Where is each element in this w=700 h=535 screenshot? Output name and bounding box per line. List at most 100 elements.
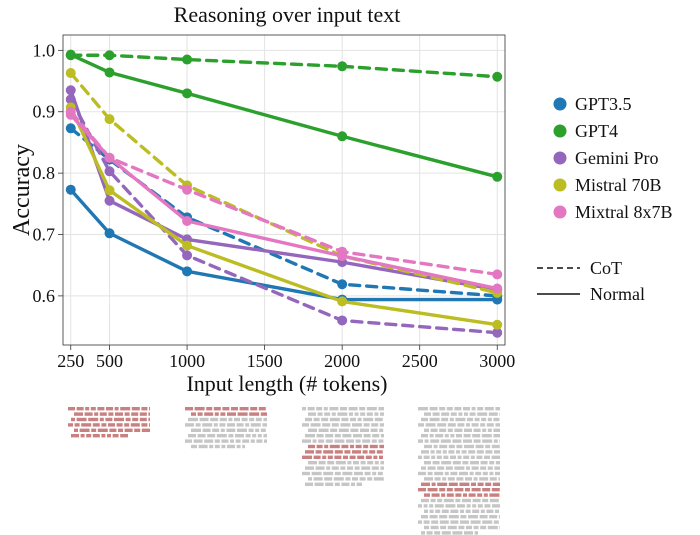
token-mark	[429, 434, 434, 438]
token-mark	[448, 482, 458, 486]
token-mark	[88, 417, 99, 422]
token-mark	[92, 423, 100, 427]
token-mark	[369, 450, 376, 454]
token-mark	[495, 461, 500, 465]
token-mark	[141, 407, 148, 411]
legend: GPT3.5 GPT4 Gemini Pro Mistral 70B Mixtral 8…	[537, 94, 673, 304]
token-mark	[305, 434, 315, 438]
token-mark	[149, 423, 150, 427]
token-mark	[260, 412, 267, 416]
token-mark	[485, 482, 492, 486]
token-mark	[483, 493, 488, 497]
legend-marker-gemini-pro	[553, 151, 567, 165]
token-mark	[338, 428, 349, 432]
token-mark	[454, 407, 462, 411]
series-mixtral-8x7b-cot	[65, 106, 503, 280]
token-mark	[456, 477, 464, 481]
token-mark	[457, 455, 462, 459]
data-point-mixtral-8x7b-cot	[492, 269, 503, 280]
token-mark	[236, 444, 241, 449]
token-mark	[302, 471, 310, 476]
token-mark	[378, 407, 384, 411]
token-mark	[374, 412, 379, 416]
token-mark	[250, 439, 255, 443]
token-mark	[195, 423, 201, 427]
token-mark	[462, 461, 469, 465]
token-mark	[457, 504, 465, 508]
token-mark	[334, 455, 342, 459]
token-mark	[324, 477, 333, 481]
token-mark	[424, 509, 428, 513]
token-mark	[418, 504, 422, 508]
token-mark	[441, 461, 452, 465]
token-mark	[360, 461, 366, 465]
token-mark	[353, 434, 362, 438]
token-mark	[363, 417, 374, 422]
token-mark	[97, 407, 105, 411]
token-mark	[377, 471, 383, 476]
series-mistral-70b-cot	[65, 68, 503, 298]
token-mark	[198, 444, 208, 449]
token-mark	[492, 482, 500, 486]
token-mark	[491, 444, 500, 449]
legend-label-mixtral-8x7b: Mixtral 8x7B	[575, 202, 673, 222]
token-mark	[302, 423, 309, 427]
token-mark	[197, 434, 206, 438]
token-mark	[427, 488, 438, 492]
token-mark	[235, 439, 241, 443]
token-mark	[441, 531, 451, 535]
token-mark	[220, 412, 226, 416]
token-mark	[114, 407, 119, 411]
token-mark	[493, 520, 499, 524]
token-mark	[207, 434, 216, 438]
token-mark	[334, 434, 341, 438]
legend-marker-mistral-70b	[553, 178, 567, 192]
data-point-gpt4-normal	[337, 131, 348, 142]
token-mark	[447, 525, 457, 530]
token-mark	[464, 444, 474, 449]
token-mark	[106, 407, 113, 411]
plot-frame	[62, 34, 506, 346]
token-mark	[450, 434, 455, 438]
token-mark	[76, 417, 87, 422]
data-point-mistral-70b-normal	[337, 296, 348, 307]
token-mark	[188, 417, 198, 422]
token-mark	[340, 466, 346, 470]
token-mark	[473, 525, 479, 530]
token-mark	[230, 439, 234, 443]
token-mark	[325, 439, 333, 443]
token-mark	[191, 412, 196, 416]
token-mark	[455, 493, 462, 497]
token-mark	[468, 515, 478, 519]
token-mark	[185, 439, 192, 443]
token-mark	[489, 493, 500, 497]
token-mark	[262, 423, 267, 427]
token-mark	[499, 439, 500, 443]
token-mark	[228, 417, 233, 422]
legend-label-normal: Normal	[590, 284, 645, 304]
token-mark	[423, 504, 428, 508]
series-gpt3-5-normal	[65, 184, 503, 305]
token-mark	[452, 531, 463, 535]
token-mark	[380, 434, 384, 438]
token-mark	[431, 520, 439, 524]
token-mark	[458, 412, 463, 416]
token-mark	[214, 439, 220, 443]
data-point-gpt3-5-normal	[104, 228, 115, 239]
data-point-gpt3-5-normal	[182, 266, 193, 277]
token-mark	[379, 423, 384, 427]
token-mark	[470, 455, 475, 459]
token-mark	[463, 439, 472, 443]
token-mark	[331, 412, 336, 416]
token-mark	[429, 509, 434, 513]
token-mark	[258, 407, 266, 411]
token-mark	[327, 455, 333, 459]
token-mark	[219, 423, 226, 427]
series-gemini-pro-cot	[65, 94, 503, 338]
token-mark	[439, 515, 448, 519]
token-mark	[361, 466, 371, 470]
token-mark	[431, 482, 436, 486]
token-mark	[139, 412, 147, 416]
token-mark	[365, 455, 372, 459]
token-mark	[457, 423, 465, 427]
